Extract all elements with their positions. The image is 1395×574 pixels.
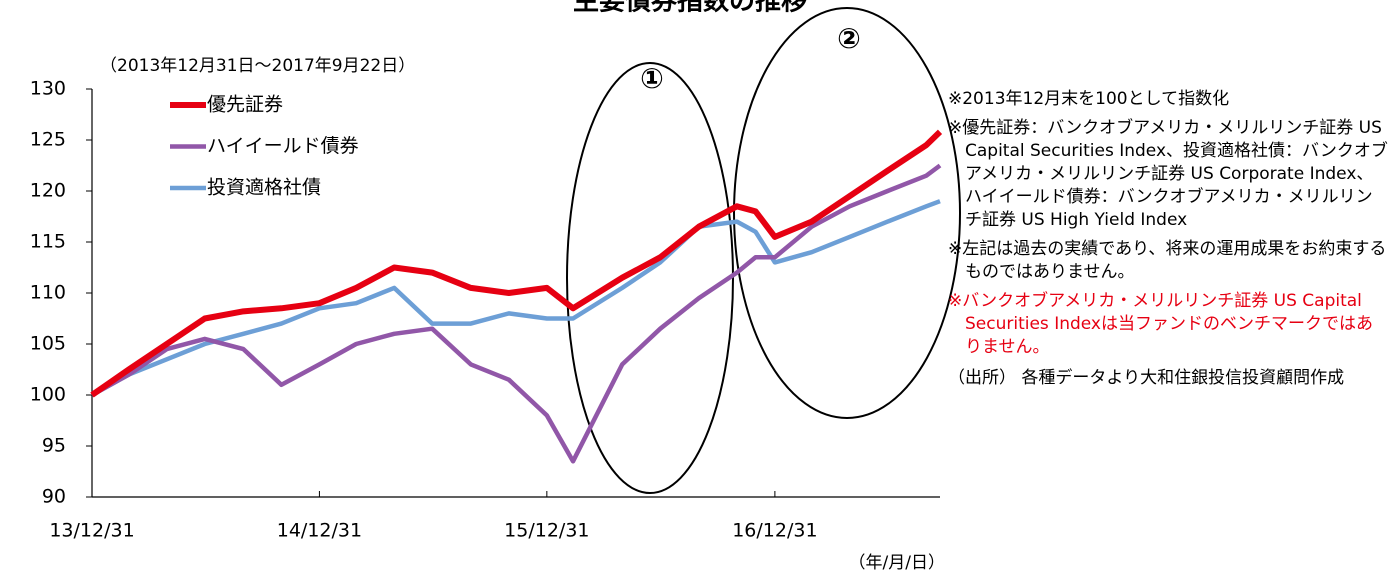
series-line (90, 163, 942, 464)
note: ※2013年12月末を100として指数化 (948, 89, 1230, 109)
x-tick-label: 13/12/31 (49, 520, 134, 542)
y-tick-label: 90 (42, 486, 66, 508)
x-tick-label: 15/12/31 (504, 520, 589, 542)
x-axis-label: （年/月/日） (849, 553, 945, 573)
series-line (90, 129, 943, 398)
note: ※左記は過去の実績であり、将来の運用成果をお約束するものではありません。 (948, 239, 1387, 282)
y-tick-label: 130 (30, 78, 66, 100)
y-tick-label: 105 (30, 333, 66, 355)
notes: ※2013年12月末を100として指数化 ※優先証券：バンクオブアメリカ・メリルリ… (948, 88, 1388, 396)
y-tick-label: 95 (42, 435, 66, 457)
annotation: ② (837, 22, 861, 55)
chart-title: 主要債券指数の推移 (573, 0, 807, 17)
note: ※優先証券：バンクオブアメリカ・メリルリンチ証券 US Capital Secu… (948, 118, 1388, 230)
y-tick-label: 100 (30, 384, 66, 406)
note: ※バンクオブアメリカ・メリルリンチ証券 US Capital Securitie… (948, 291, 1373, 357)
x-tick-label: 14/12/31 (277, 520, 362, 542)
legend-label: 優先証券 (207, 94, 283, 116)
y-tick-label: 120 (30, 180, 66, 202)
annotation: ① (640, 62, 664, 95)
y-tick-label: 125 (30, 129, 66, 151)
x-tick-label: 16/12/31 (732, 520, 817, 542)
highlight-ellipse (733, 7, 961, 419)
legend-label: 投資適格社債 (207, 177, 321, 199)
note: （出所） 各種データより大和住銀投信投資顧問作成 (948, 368, 1345, 388)
y-tick-label: 115 (30, 231, 66, 253)
subtitle: （2013年12月31日～2017年9月22日） (100, 56, 415, 76)
series-line (90, 199, 941, 397)
y-tick-label: 110 (30, 282, 66, 304)
highlight-ellipse (566, 62, 734, 494)
legend-label: ハイイールド債券 (207, 135, 359, 157)
